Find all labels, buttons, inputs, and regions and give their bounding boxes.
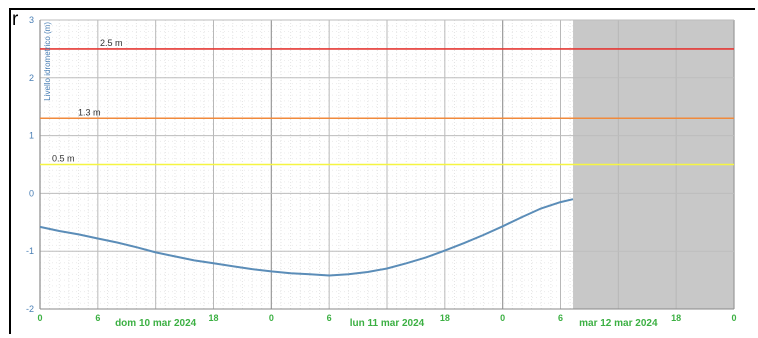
y-tick-label: 0	[29, 188, 34, 198]
y-tick-label: 1	[29, 131, 34, 141]
y-tick-label: 3	[29, 15, 34, 25]
x-tick-label: 18	[440, 313, 450, 323]
x-tick-label: 0	[500, 313, 505, 323]
threshold-label: 2.5 m	[100, 38, 123, 48]
y-axis-label: Livello idrometrico (m)	[43, 22, 52, 101]
x-tick-label: 0	[37, 313, 42, 323]
x-tick-label: 0	[269, 313, 274, 323]
x-tick-label: 18	[208, 313, 218, 323]
threshold-label: 1.3 m	[78, 107, 101, 117]
chart-frame	[9, 8, 755, 334]
corner-label: r	[12, 9, 19, 30]
y-tick-label: -2	[26, 304, 34, 314]
water-level-series-line	[39, 198, 574, 277]
x-tick-label: 6	[95, 313, 100, 323]
threshold-label: 0.5 m	[52, 154, 75, 164]
x-tick-label: 6	[327, 313, 332, 323]
x-tick-label: 18	[671, 313, 681, 323]
x-day-label: mar 12 mar 2024	[579, 318, 658, 329]
x-day-label: dom 10 mar 2024	[115, 318, 197, 329]
x-tick-label: 6	[558, 313, 563, 323]
x-day-label: lun 11 mar 2024	[350, 318, 425, 329]
y-tick-label: -1	[26, 246, 34, 256]
x-tick-label: 0	[731, 313, 736, 323]
y-tick-label: 2	[29, 73, 34, 83]
